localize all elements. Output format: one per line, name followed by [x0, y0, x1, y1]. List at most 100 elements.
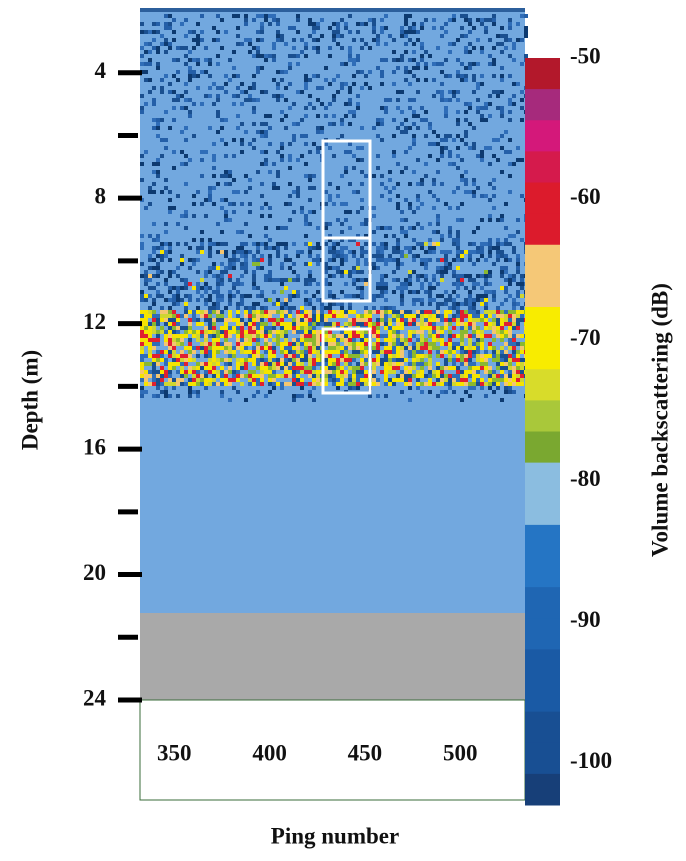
echo-speckle: [256, 246, 260, 250]
echo-speckle: [240, 362, 244, 366]
echo-speckle: [472, 230, 476, 234]
echo-speckle: [308, 34, 312, 38]
echo-speckle: [288, 342, 292, 346]
echo-speckle: [500, 358, 504, 362]
echo-speckle: [168, 206, 172, 210]
x-tick-label: 400: [252, 740, 287, 765]
echo-speckle: [148, 62, 152, 66]
echo-speckle: [368, 70, 372, 74]
echo-speckle: [196, 338, 200, 342]
echo-speckle: [424, 374, 428, 378]
echo-speckle: [216, 338, 220, 342]
echo-speckle: [160, 366, 164, 370]
echo-speckle: [492, 330, 496, 334]
echo-speckle: [444, 326, 448, 330]
echo-speckle: [384, 314, 388, 318]
echo-speckle: [292, 26, 296, 30]
echo-speckle: [228, 274, 232, 278]
echo-speckle: [356, 190, 360, 194]
echo-speckle: [404, 198, 408, 202]
colorbar-tick-label: -90: [570, 607, 601, 632]
echo-speckle: [428, 142, 432, 146]
echo-speckle: [520, 370, 524, 374]
echo-speckle: [344, 62, 348, 66]
echo-speckle: [336, 42, 340, 46]
echo-speckle: [448, 90, 452, 94]
echo-speckle: [200, 246, 204, 250]
echo-speckle: [480, 330, 484, 334]
echo-speckle: [224, 30, 228, 34]
echo-speckle: [308, 94, 312, 98]
echo-speckle: [172, 362, 176, 366]
echo-speckle: [304, 222, 308, 226]
echo-speckle: [436, 214, 440, 218]
echo-speckle: [384, 318, 388, 322]
echo-speckle: [264, 370, 268, 374]
echo-speckle: [336, 386, 340, 390]
echo-speckle: [284, 354, 288, 358]
echo-speckle: [276, 30, 280, 34]
echo-speckle: [296, 62, 300, 66]
echo-speckle: [252, 138, 256, 142]
echo-speckle: [288, 306, 292, 310]
echo-speckle: [188, 294, 192, 298]
echo-speckle: [164, 370, 168, 374]
echo-speckle: [380, 318, 384, 322]
echo-speckle: [280, 34, 284, 38]
echo-speckle: [356, 30, 360, 34]
echo-speckle: [236, 362, 240, 366]
echo-speckle: [384, 378, 388, 382]
echo-speckle: [212, 186, 216, 190]
echo-speckle: [420, 346, 424, 350]
echo-speckle: [400, 58, 404, 62]
echo-speckle: [512, 334, 516, 338]
echo-speckle: [304, 162, 308, 166]
echo-speckle: [232, 294, 236, 298]
echo-speckle: [464, 142, 468, 146]
echo-speckle: [276, 70, 280, 74]
echo-speckle: [196, 298, 200, 302]
echo-speckle: [380, 286, 384, 290]
echo-speckle: [360, 182, 364, 186]
echo-speckle: [208, 362, 212, 366]
echo-speckle: [232, 66, 236, 70]
echo-speckle: [244, 330, 248, 334]
echo-speckle: [240, 330, 244, 334]
echo-speckle: [508, 74, 512, 78]
echo-speckle: [196, 22, 200, 26]
echo-speckle: [200, 278, 204, 282]
echo-speckle: [384, 58, 388, 62]
echo-speckle: [520, 350, 524, 354]
echo-speckle: [508, 318, 512, 322]
echo-speckle: [388, 98, 392, 102]
echo-speckle: [448, 150, 452, 154]
echo-speckle: [184, 330, 188, 334]
echo-speckle: [336, 370, 340, 374]
echo-speckle: [340, 330, 344, 334]
echo-speckle: [256, 322, 260, 326]
echo-speckle: [448, 226, 452, 230]
echo-speckle: [396, 330, 400, 334]
echo-speckle: [200, 38, 204, 42]
echo-speckle: [252, 258, 256, 262]
echo-speckle: [456, 186, 460, 190]
echo-speckle: [304, 314, 308, 318]
echo-speckle: [240, 358, 244, 362]
echo-speckle: [272, 310, 276, 314]
echo-speckle: [272, 338, 276, 342]
echo-speckle: [316, 354, 320, 358]
echo-speckle: [160, 314, 164, 318]
echo-speckle: [412, 354, 416, 358]
echo-speckle: [224, 370, 228, 374]
echo-speckle: [416, 350, 420, 354]
echo-speckle: [408, 206, 412, 210]
echo-speckle: [220, 262, 224, 266]
echo-speckle: [208, 318, 212, 322]
echo-speckle: [348, 366, 352, 370]
echo-speckle: [452, 326, 456, 330]
echo-speckle: [360, 334, 364, 338]
echo-speckle: [252, 354, 256, 358]
echo-speckle: [456, 366, 460, 370]
echo-speckle: [356, 318, 360, 322]
echo-speckle: [172, 270, 176, 274]
